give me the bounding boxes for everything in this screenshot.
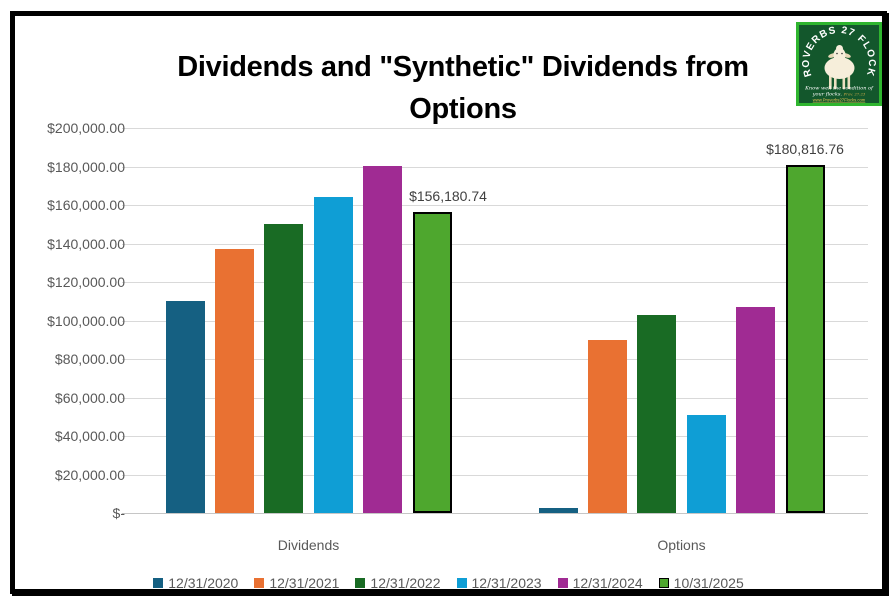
- bar-12-31-2022-dividends: [264, 224, 304, 513]
- logo-url: www.Proverbs27Flocks.com: [813, 98, 866, 103]
- category-label: Options: [657, 537, 706, 553]
- bar-12-31-2020-options: [538, 508, 578, 513]
- y-axis-tick-label: $40,000.00: [54, 428, 125, 444]
- logo-tagline-line2: your flocks. Prov. 27:23: [812, 92, 866, 98]
- bar-data-label: $156,180.74: [409, 188, 487, 204]
- legend-item: 12/31/2023: [456, 575, 542, 591]
- legend-swatch-icon: [658, 578, 669, 588]
- y-axis-tick-label: $-: [112, 505, 125, 521]
- y-axis-tick-label: $160,000.00: [47, 197, 125, 213]
- y-axis-tick-label: $20,000.00: [54, 466, 125, 483]
- gridline: [122, 359, 868, 360]
- category-label: Dividends: [277, 537, 340, 553]
- bar-12-31-2023-options: [686, 415, 726, 513]
- legend-item: 12/31/2021: [254, 575, 339, 591]
- gridline: [122, 397, 868, 399]
- legend-swatch-icon: [355, 578, 366, 588]
- bar-10-31-2025-options: [785, 165, 825, 513]
- bar-12-31-2021-dividends: [214, 249, 254, 513]
- y-axis-tick-label: $100,000.00: [47, 312, 125, 329]
- y-axis-tick-label: $200,000.00: [47, 120, 125, 136]
- gridline: [122, 128, 868, 129]
- logo-tagline-line1: Know well the condition of: [804, 86, 874, 92]
- legend-label: 12/31/2022: [370, 575, 441, 591]
- legend-swatch-icon: [557, 578, 568, 588]
- legend-label: 12/31/2023: [471, 575, 542, 591]
- legend-item: 12/31/2020: [153, 575, 238, 591]
- gridline: [122, 205, 868, 206]
- legend-item: 12/31/2024: [557, 575, 643, 591]
- legend-swatch-icon: [153, 578, 164, 588]
- gridline: [122, 436, 868, 437]
- chart-border-frame: Dividends and "Synthetic" Dividends from…: [10, 11, 887, 594]
- proverbs-27-flocks-logo: PROVERBS 27 FLOCKS Know well the conditi…: [796, 22, 882, 106]
- y-axis-tick-label: $60,000.00: [54, 389, 125, 406]
- gridline: [122, 474, 868, 476]
- legend-item: 10/31/2025: [658, 575, 744, 591]
- bar-12-31-2022-options: [637, 315, 677, 513]
- legend: 12/31/2020 12/31/2021 12/31/2022 12/31/2023…: [15, 573, 882, 593]
- legend-label: 12/31/2021: [269, 575, 340, 591]
- gridline: [122, 320, 868, 322]
- y-axis-tick-label: $80,000.00: [54, 351, 125, 367]
- bar-10-31-2025-dividends: [412, 212, 452, 513]
- legend-item: 12/31/2022: [355, 575, 441, 591]
- bar-12-31-2023-dividends: [313, 197, 353, 513]
- y-axis-tick-label: $140,000.00: [47, 235, 125, 252]
- sheep-icon: [824, 45, 855, 89]
- bar-data-label: $180,816.76: [766, 141, 844, 157]
- bar-12-31-2024-options: [736, 307, 776, 513]
- bar-12-31-2024-dividends: [363, 166, 403, 513]
- legend-label: 10/31/2025: [673, 575, 744, 591]
- legend-swatch-icon: [254, 578, 265, 588]
- y-axis-tick-label: $180,000.00: [47, 158, 125, 175]
- gridline: [122, 513, 868, 514]
- legend-label: 12/31/2020: [168, 575, 239, 591]
- legend-label: 12/31/2024: [572, 575, 643, 591]
- y-axis-tick-label: $120,000.00: [47, 274, 125, 290]
- bar-12-31-2021-options: [587, 340, 627, 513]
- gridline: [122, 282, 868, 283]
- gridline: [122, 243, 868, 245]
- chart-title: Dividends and "Synthetic" Dividends from…: [177, 51, 749, 125]
- bar-12-31-2020-dividends: [165, 301, 205, 513]
- gridline: [122, 166, 868, 168]
- legend-swatch-icon: [456, 578, 467, 588]
